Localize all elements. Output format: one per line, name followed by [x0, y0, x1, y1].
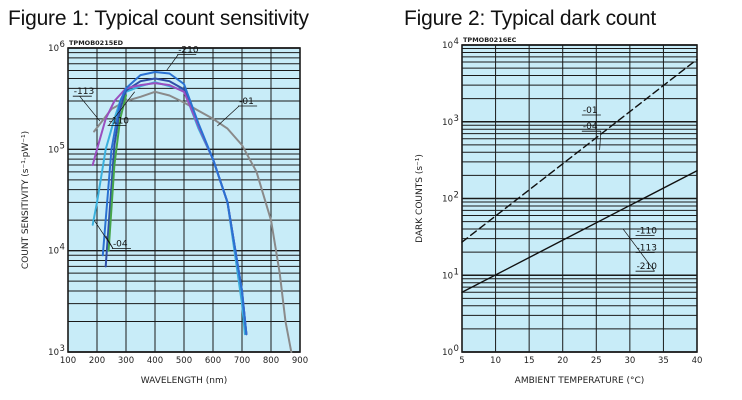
y-axis-label: DARK COUNTS (s⁻¹) — [415, 154, 425, 243]
callout-leader — [108, 91, 135, 126]
y-tick-exponent: 6 — [60, 40, 65, 50]
callout-leader — [599, 131, 602, 150]
y-axis-label: COUNT SENSITIVITY (s⁻¹·pW⁻¹) — [21, 131, 31, 269]
y-tick-label: 10 — [48, 44, 59, 54]
x-tick-label: 300 — [118, 356, 134, 366]
callout-leader — [93, 219, 114, 249]
y-tick-exponent: 5 — [60, 141, 65, 151]
y-tick-label: 10 — [442, 41, 453, 51]
x-tick-label: 40 — [692, 356, 703, 366]
x-axis-label: WAVELENGTH (nm) — [141, 376, 228, 386]
callout-leader — [79, 95, 101, 122]
x-tick-label: 800 — [263, 356, 279, 366]
series-callout-label: -210 — [637, 262, 658, 272]
x-tick-label: 600 — [205, 356, 221, 366]
x-tick-label: 500 — [176, 356, 192, 366]
series-callout-label: -113 — [74, 87, 94, 97]
x-tick-label: 10 — [490, 356, 501, 366]
y-tick-label: 10 — [442, 118, 453, 128]
x-tick-label: 25 — [591, 356, 602, 366]
y-tick-exponent: 4 — [60, 243, 65, 253]
x-tick-label: 20 — [557, 356, 568, 366]
y-tick-label: 10 — [442, 271, 453, 281]
callout-leader — [166, 54, 179, 71]
x-tick-label: 700 — [234, 356, 250, 366]
figure-code: TPMOB0216EC — [463, 36, 517, 44]
plot-frame — [67, 47, 301, 353]
series-line — [93, 90, 293, 353]
callout-leader — [105, 235, 114, 249]
x-tick-label: 5 — [459, 356, 464, 366]
x-tick-label: 35 — [658, 356, 669, 366]
series-line — [461, 58, 698, 243]
y-tick-label: 10 — [442, 348, 453, 358]
figure-2-title: Figure 2: Typical dark count — [404, 7, 656, 30]
x-tick-label: 15 — [524, 356, 535, 366]
x-tick-label: 200 — [89, 356, 105, 366]
callout-leader — [622, 228, 655, 272]
x-tick-label: 100 — [60, 356, 76, 366]
series-line — [101, 71, 248, 336]
series-callout-label: -210 — [178, 46, 199, 56]
series-callout-label: -04 — [113, 239, 128, 249]
x-tick-label: 30 — [624, 356, 635, 366]
plot-frame — [461, 44, 698, 353]
y-tick-exponent: 3 — [454, 114, 459, 124]
series-callout-label: -110 — [637, 226, 658, 236]
y-tick-label: 10 — [48, 348, 59, 358]
series-callout-label: -113 — [637, 244, 657, 254]
figure-1-title: Figure 1: Typical count sensitivity — [8, 7, 309, 30]
y-tick-exponent: 2 — [454, 191, 459, 201]
series-callout-label: -110 — [109, 116, 130, 126]
x-tick-label: 900 — [292, 356, 308, 366]
y-tick-exponent: 0 — [454, 344, 459, 354]
callout-leader — [217, 105, 240, 127]
y-tick-exponent: 4 — [454, 37, 459, 47]
x-tick-label: 400 — [147, 356, 163, 366]
x-axis-label: AMBIENT TEMPERATURE (°C) — [515, 376, 645, 386]
figure-code: TPMOB0215ED — [69, 39, 124, 47]
series-callout-label: -04 — [583, 122, 598, 132]
y-tick-label: 10 — [442, 195, 453, 205]
y-tick-label: 10 — [48, 247, 59, 257]
y-tick-exponent: 1 — [454, 267, 459, 277]
series-callout-label: -01 — [239, 97, 254, 107]
series-line — [461, 169, 698, 293]
y-tick-exponent: 3 — [60, 344, 65, 354]
series-callout-label: -01 — [583, 106, 598, 116]
y-tick-label: 10 — [48, 145, 59, 155]
